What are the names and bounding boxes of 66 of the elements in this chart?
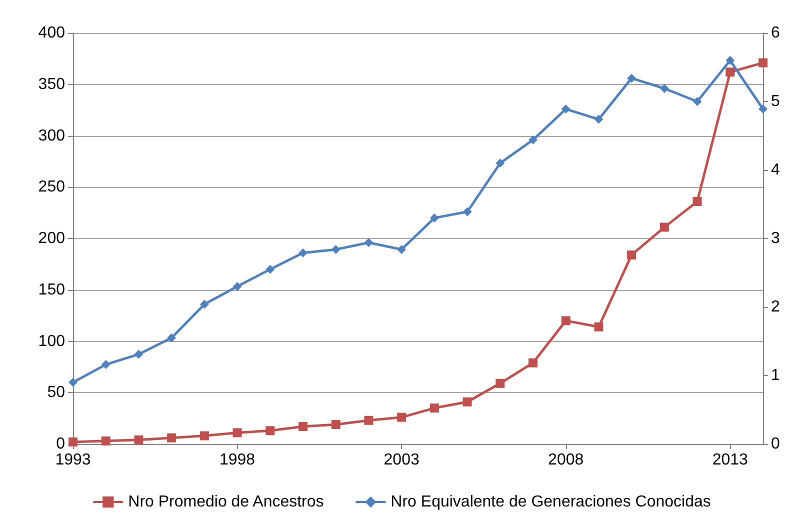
point — [200, 300, 209, 309]
x-tick-label: 2013 — [712, 452, 748, 468]
point — [232, 282, 242, 291]
point — [528, 135, 538, 144]
point — [200, 431, 209, 440]
point — [462, 397, 472, 406]
point — [167, 333, 176, 342]
y-tick-label: 0 — [56, 436, 66, 452]
point — [627, 250, 636, 260]
y-tick-label: 150 — [38, 281, 66, 298]
legend-label: Nro Promedio de Ancestros — [128, 494, 324, 510]
point — [430, 213, 439, 222]
x-tick-label: 1998 — [219, 452, 256, 468]
point — [266, 264, 275, 274]
y-tick-label: 300 — [38, 127, 66, 144]
point — [364, 416, 374, 425]
point — [397, 244, 406, 254]
point — [561, 316, 570, 326]
point — [364, 238, 374, 248]
y2-tick-label: 0 — [771, 436, 780, 452]
point — [298, 422, 308, 432]
legend-label: Nro Equivalente de Generaciones Conocidas — [390, 494, 711, 510]
x-tick-label: 2008 — [548, 452, 584, 468]
point — [430, 404, 439, 413]
point — [758, 104, 768, 114]
point — [692, 197, 702, 206]
y-tick-label: 350 — [38, 76, 66, 93]
x-tick-label: 2003 — [384, 452, 420, 468]
point — [496, 378, 505, 388]
y2-tick-label: 2 — [771, 298, 780, 316]
point — [692, 97, 702, 106]
y2-tick-label: 4 — [771, 162, 780, 178]
point — [462, 207, 472, 216]
point — [298, 248, 308, 258]
y2-tick-label: 1 — [771, 367, 780, 384]
point — [726, 56, 735, 65]
y-tick-label: 250 — [38, 178, 66, 196]
point — [594, 322, 604, 332]
point — [496, 158, 505, 168]
point — [134, 350, 144, 359]
point — [660, 222, 669, 232]
point — [167, 433, 176, 442]
point — [101, 436, 110, 446]
point — [561, 104, 570, 114]
point — [331, 244, 340, 254]
y2-tick-label: 6 — [771, 24, 780, 42]
y-tick-label: 100 — [38, 332, 66, 350]
point — [232, 428, 242, 438]
y-tick-label: 50 — [47, 384, 66, 402]
point — [594, 114, 604, 124]
point — [528, 358, 538, 368]
point — [627, 74, 636, 83]
point — [68, 378, 78, 387]
x-tick-label: 1993 — [55, 452, 91, 468]
point — [397, 412, 406, 422]
y2-tick-label: 5 — [771, 93, 780, 110]
point — [726, 68, 735, 77]
y-tick-label: 400 — [38, 24, 66, 42]
point — [101, 360, 110, 370]
point — [134, 435, 144, 444]
point — [331, 420, 340, 429]
y-tick-label: 200 — [38, 230, 66, 247]
point — [266, 426, 275, 436]
y2-tick-label: 3 — [771, 230, 780, 247]
point — [758, 58, 768, 68]
point — [660, 84, 669, 93]
